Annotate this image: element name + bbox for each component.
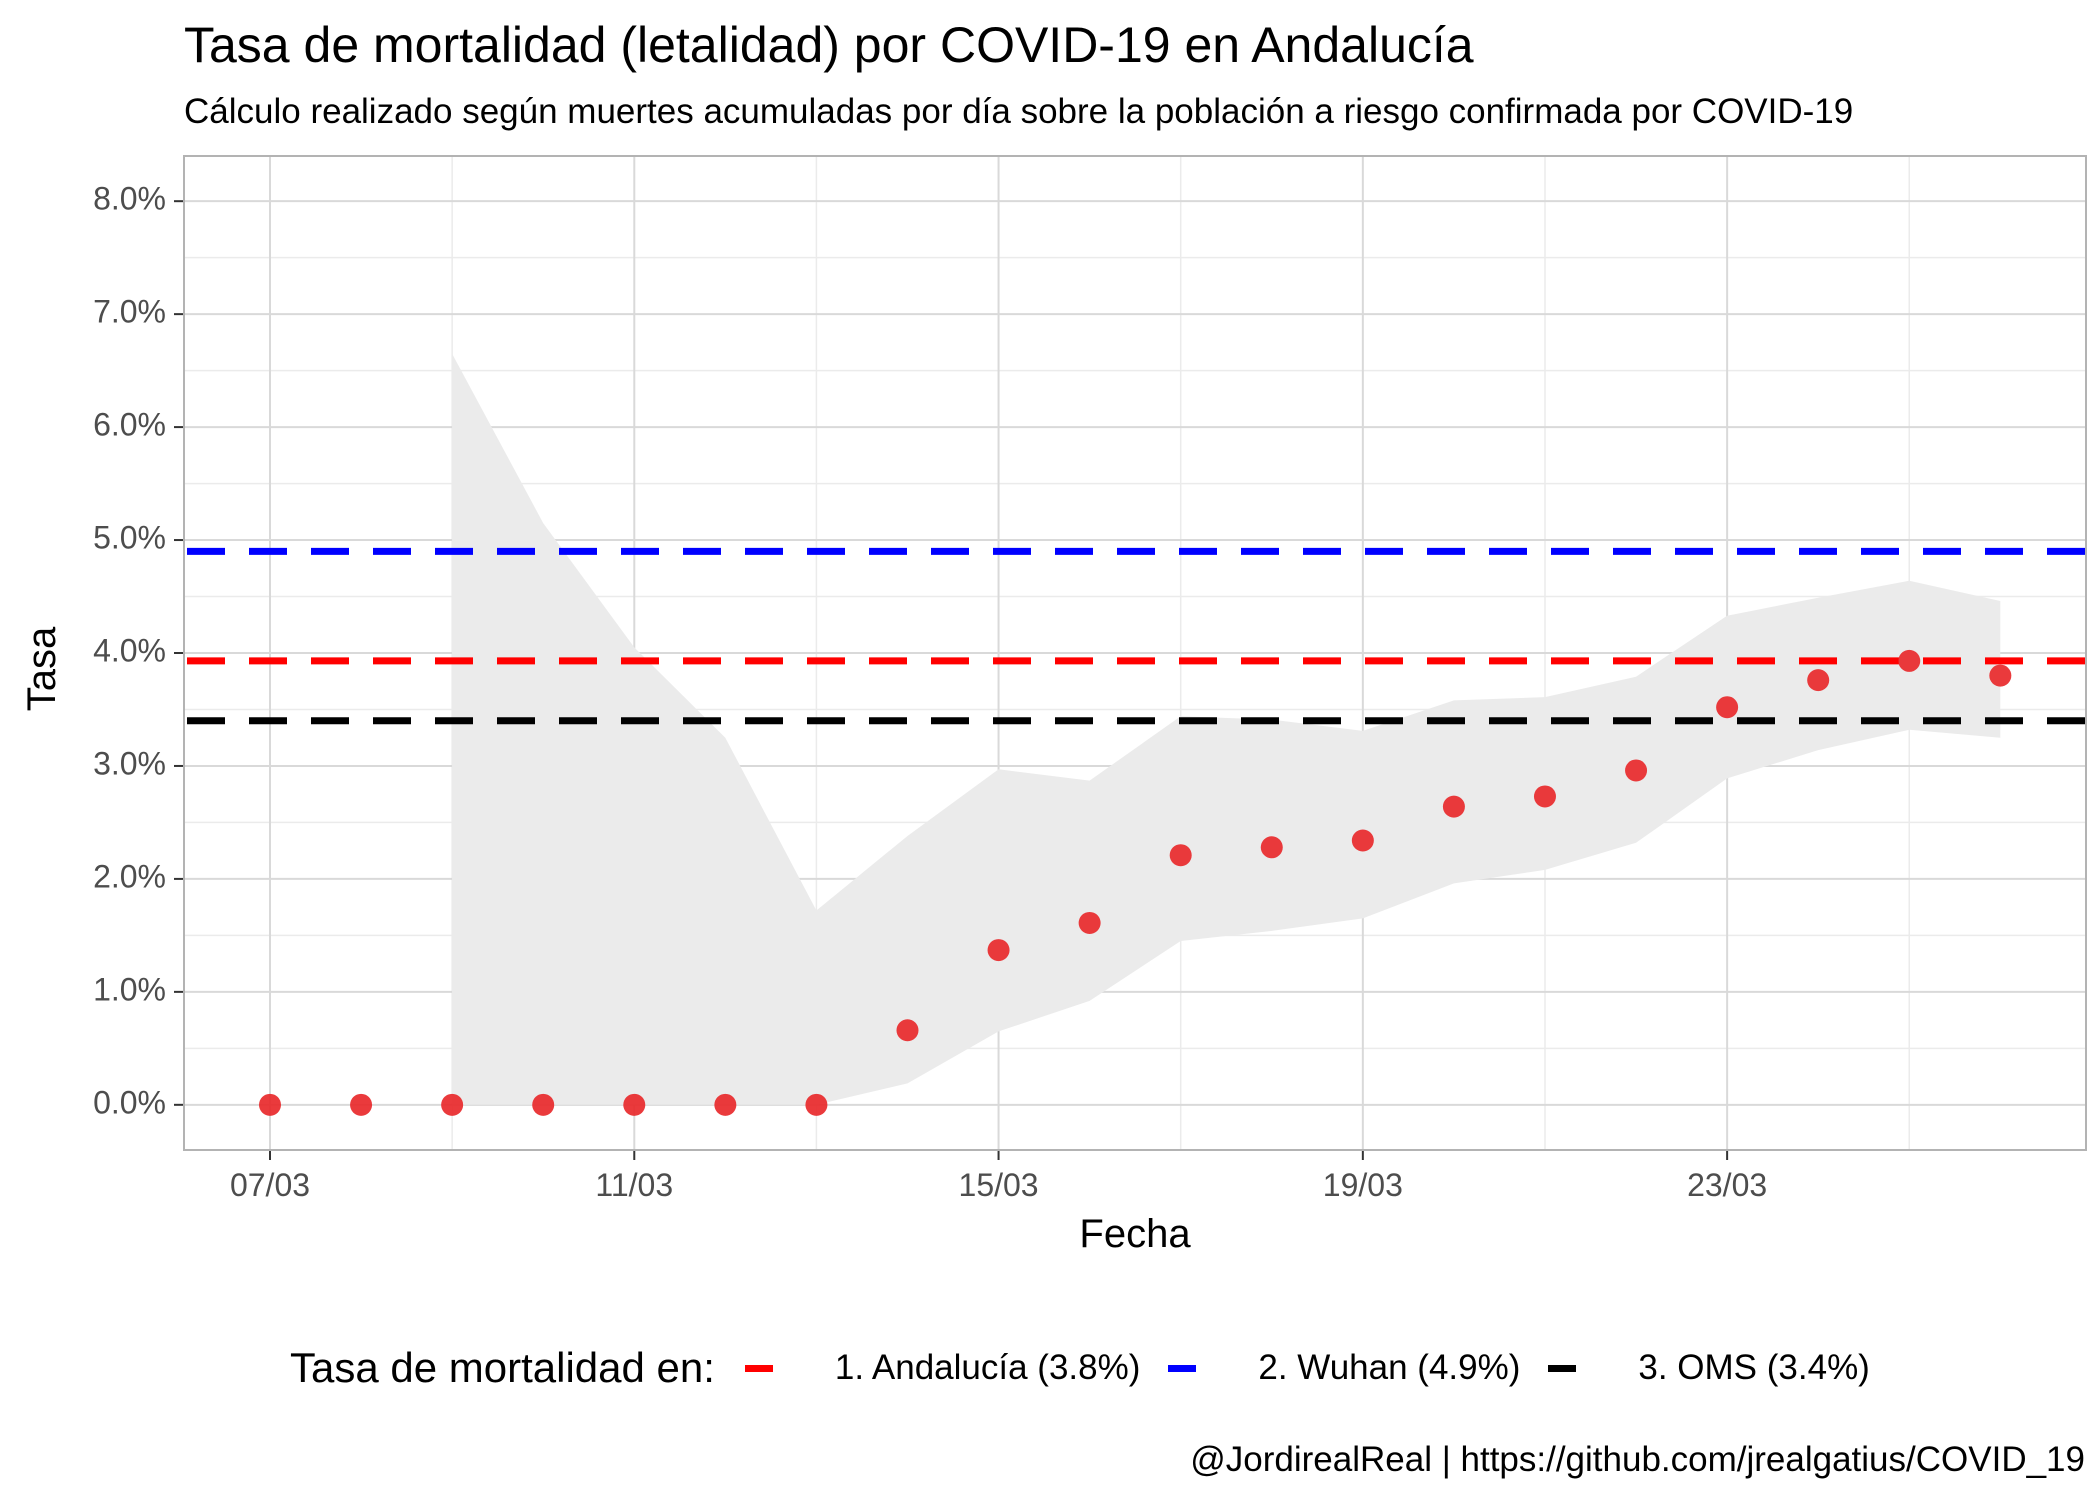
data-point — [896, 1019, 919, 1042]
panel-border — [183, 155, 2087, 1151]
data-point — [1169, 844, 1192, 867]
reference-lines-layer — [184, 547, 2086, 725]
legend: Tasa de mortalidad en: 1. Andalucía (3.8… — [290, 1340, 1898, 1396]
y-tick-label: 4.0% — [93, 632, 166, 668]
x-tick-label: 23/03 — [1687, 1167, 1767, 1203]
y-tick-label: 0.0% — [93, 1084, 166, 1120]
y-axis-title: Tasa — [20, 626, 64, 711]
chart-title: Tasa de mortalidad (letalidad) por COVID… — [184, 17, 1474, 73]
data-point — [350, 1093, 373, 1116]
data-point — [1898, 649, 1921, 672]
points-layer — [259, 649, 2012, 1116]
y-tick-label: 2.0% — [93, 858, 166, 894]
x-tick-label: 11/03 — [595, 1167, 673, 1203]
x-axis-title: Fecha — [1079, 1212, 1191, 1256]
data-point — [1625, 759, 1648, 782]
y-tick-label: 8.0% — [93, 181, 166, 217]
y-tick-label: 6.0% — [93, 407, 166, 443]
confidence-band — [452, 353, 2001, 1105]
legend-label-andalucia: 1. Andalucía (3.8%) — [834, 1348, 1141, 1387]
legend-item-oms: 3. OMS (3.4%) — [1548, 1348, 1870, 1388]
data-point — [532, 1093, 555, 1116]
data-point — [1442, 795, 1465, 818]
y-tick-label: 3.0% — [93, 745, 166, 781]
data-point — [1533, 785, 1556, 808]
data-point — [1807, 669, 1830, 692]
data-point — [1260, 836, 1283, 859]
legend-label-wuhan: 2. Wuhan (4.9%) — [1258, 1348, 1521, 1387]
y-tick-label: 5.0% — [93, 519, 166, 555]
data-point — [1989, 664, 2012, 687]
data-point — [1716, 696, 1739, 719]
legend-key-oms — [1548, 1364, 1577, 1372]
y-tick-label: 1.0% — [93, 971, 166, 1007]
legend-label-oms: 3. OMS (3.4%) — [1638, 1348, 1870, 1387]
caption: @JordirealReal | https://github.com/jrea… — [1190, 1440, 2085, 1479]
x-tick-label: 07/03 — [230, 1167, 310, 1203]
legend-title: Tasa de mortalidad en: — [290, 1344, 715, 1391]
legend-item-wuhan: 2. Wuhan (4.9%) — [1168, 1348, 1520, 1388]
data-point — [805, 1093, 828, 1116]
data-point — [1078, 911, 1101, 934]
data-point — [1351, 829, 1374, 852]
x-tick-label: 15/03 — [959, 1167, 1039, 1203]
chart-subtitle: Cálculo realizado según muertes acumulad… — [184, 92, 1854, 131]
x-tick-label: 19/03 — [1323, 1167, 1403, 1203]
y-tick-label: 7.0% — [93, 294, 166, 330]
data-point — [714, 1093, 737, 1116]
data-point — [623, 1093, 646, 1116]
data-point — [441, 1093, 464, 1116]
data-point — [259, 1093, 281, 1116]
data-point — [987, 939, 1010, 962]
legend-key-wuhan — [1168, 1364, 1197, 1372]
legend-item-andalucia: 1. Andalucía (3.8%) — [744, 1348, 1141, 1388]
axis-layer: 0.0% 1.0% 2.0% 3.0% 4.0% 5.0% 6.0% 7.0% 8.0% 07/0… — [93, 155, 2087, 1203]
legend-key-andalucia — [744, 1364, 773, 1372]
confidence-band-layer — [452, 353, 2001, 1105]
